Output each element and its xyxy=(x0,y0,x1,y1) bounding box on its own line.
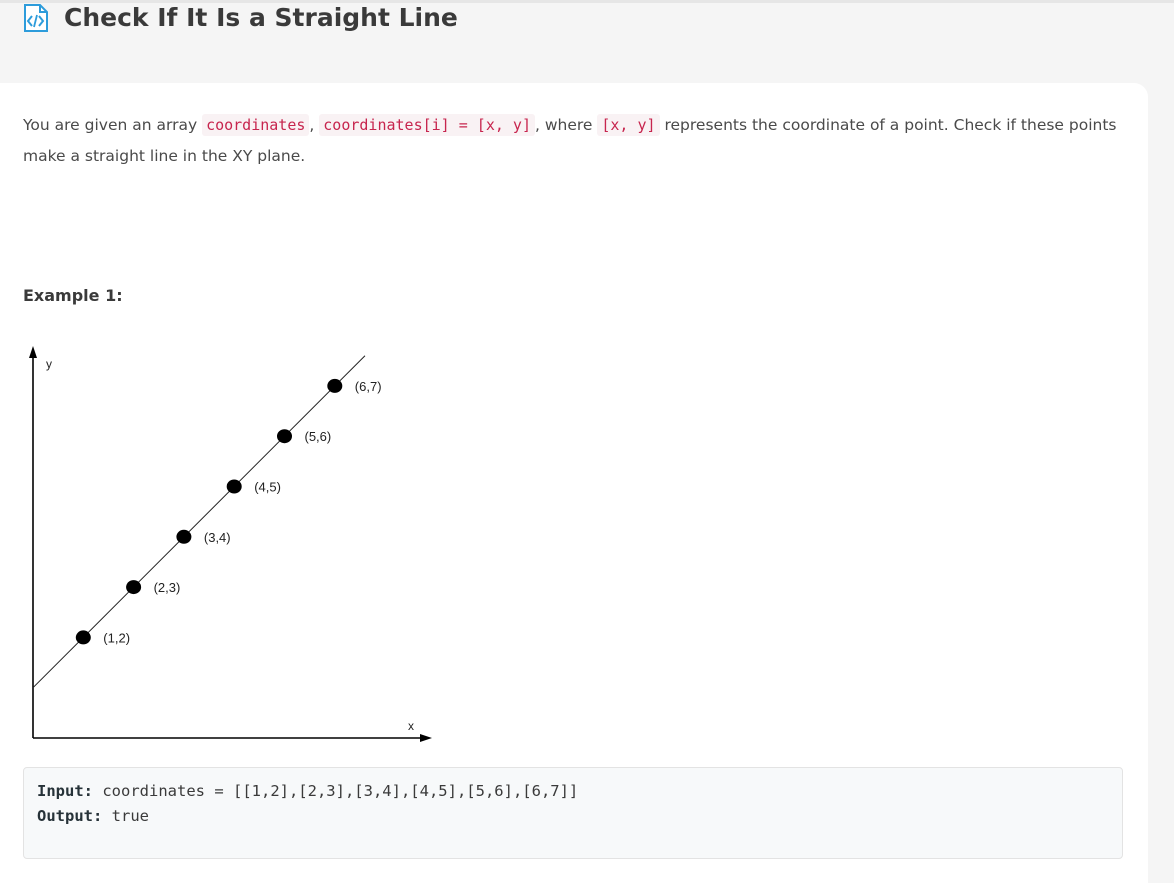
problem-header: Check If It Is a Straight Line xyxy=(22,0,458,36)
scatter-chart: x y (1,2) (2,3) (3,4) (4,5) (5,6) (6,7) xyxy=(29,346,432,742)
y-axis-arrow xyxy=(29,346,37,358)
output-value: true xyxy=(111,807,149,825)
description-text: represents the coordinate of a point. Ch… xyxy=(23,116,1117,165)
point-label: (6,7) xyxy=(355,379,382,394)
top-border xyxy=(0,0,1174,3)
example-title: Example 1: xyxy=(23,286,123,305)
y-axis-label: y xyxy=(46,357,52,371)
data-point xyxy=(327,378,343,393)
page-title: Check If It Is a Straight Line xyxy=(64,3,458,32)
point-label: (1,2) xyxy=(103,630,130,645)
code-document-icon xyxy=(22,3,50,33)
example-code-block: Input: coordinates = [[1,2],[2,3],[3,4],… xyxy=(23,767,1123,859)
data-point xyxy=(126,580,142,595)
problem-card xyxy=(0,83,1148,883)
point-label: (2,3) xyxy=(154,580,181,595)
inline-code: coordinates xyxy=(202,114,310,136)
data-point xyxy=(176,529,192,544)
description-text: You are given an array xyxy=(23,116,203,134)
x-axis-arrow xyxy=(420,734,432,742)
output-label: Output: xyxy=(37,807,103,825)
inline-code: coordinates[i] = [x, y] xyxy=(319,114,535,136)
description-text: , where xyxy=(534,116,598,134)
point-label: (5,6) xyxy=(305,429,332,444)
data-point xyxy=(277,429,292,444)
data-point xyxy=(75,630,91,645)
output-line: Output: true xyxy=(37,807,149,825)
x-axis-label: x xyxy=(408,719,414,733)
example-plot: x y (1,2) (2,3) (3,4) (4,5) (5,6) (6,7) xyxy=(22,340,442,750)
point-label: (3,4) xyxy=(204,530,231,545)
input-label: Input: xyxy=(37,782,93,800)
problem-description: You are given an array coordinates, coor… xyxy=(23,110,1123,172)
description-text: , xyxy=(309,116,320,134)
input-value: coordinates = [[1,2],[2,3],[3,4],[4,5],[… xyxy=(102,782,579,800)
inline-code: [x, y] xyxy=(597,114,660,136)
input-line: Input: coordinates = [[1,2],[2,3],[3,4],… xyxy=(37,782,578,800)
point-label: (4,5) xyxy=(254,480,281,495)
data-point xyxy=(226,479,242,494)
